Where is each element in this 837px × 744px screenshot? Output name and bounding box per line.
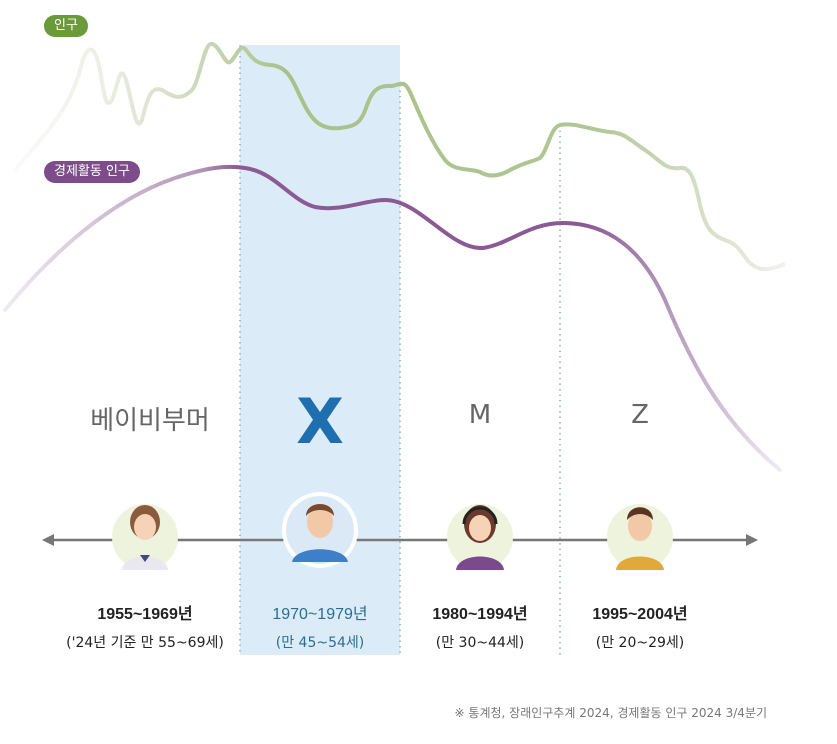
source-note: ※ 통계청, 장래인구추계 2024, 경제활동 인구 2024 3/4분기 — [454, 706, 767, 720]
young-man-avatar — [607, 504, 673, 570]
age-m: (만 30~44세) — [435, 635, 525, 651]
generation-label-m: M — [468, 400, 492, 430]
age-x: (만 45~54세) — [275, 635, 365, 651]
population-legend: 인구 — [44, 15, 88, 37]
arrow-right-icon — [746, 534, 758, 546]
arrow-left-icon — [42, 534, 54, 546]
woman-headset-avatar — [447, 504, 513, 570]
years-z: 1995~2004년 — [592, 606, 688, 623]
woman-avatar — [112, 504, 178, 570]
population-curve — [13, 42, 786, 272]
age-babyboomer: ('24년 기준 만 55~69세) — [66, 635, 224, 651]
generation-label-x: X — [296, 385, 344, 458]
years-x: 1970~1979년 — [272, 606, 368, 623]
years-babyboomer: 1955~1969년 — [97, 606, 193, 623]
economic-population-legend: 경제활동 인구 — [44, 161, 140, 183]
generation-label-z: Z — [631, 400, 649, 430]
man-avatar — [282, 492, 358, 568]
age-z: (만 20~29세) — [595, 635, 685, 651]
economic-population-curve — [3, 164, 782, 472]
generation-label-babyboomer: 베이비부머 — [90, 406, 210, 436]
years-m: 1980~1994년 — [432, 606, 528, 623]
